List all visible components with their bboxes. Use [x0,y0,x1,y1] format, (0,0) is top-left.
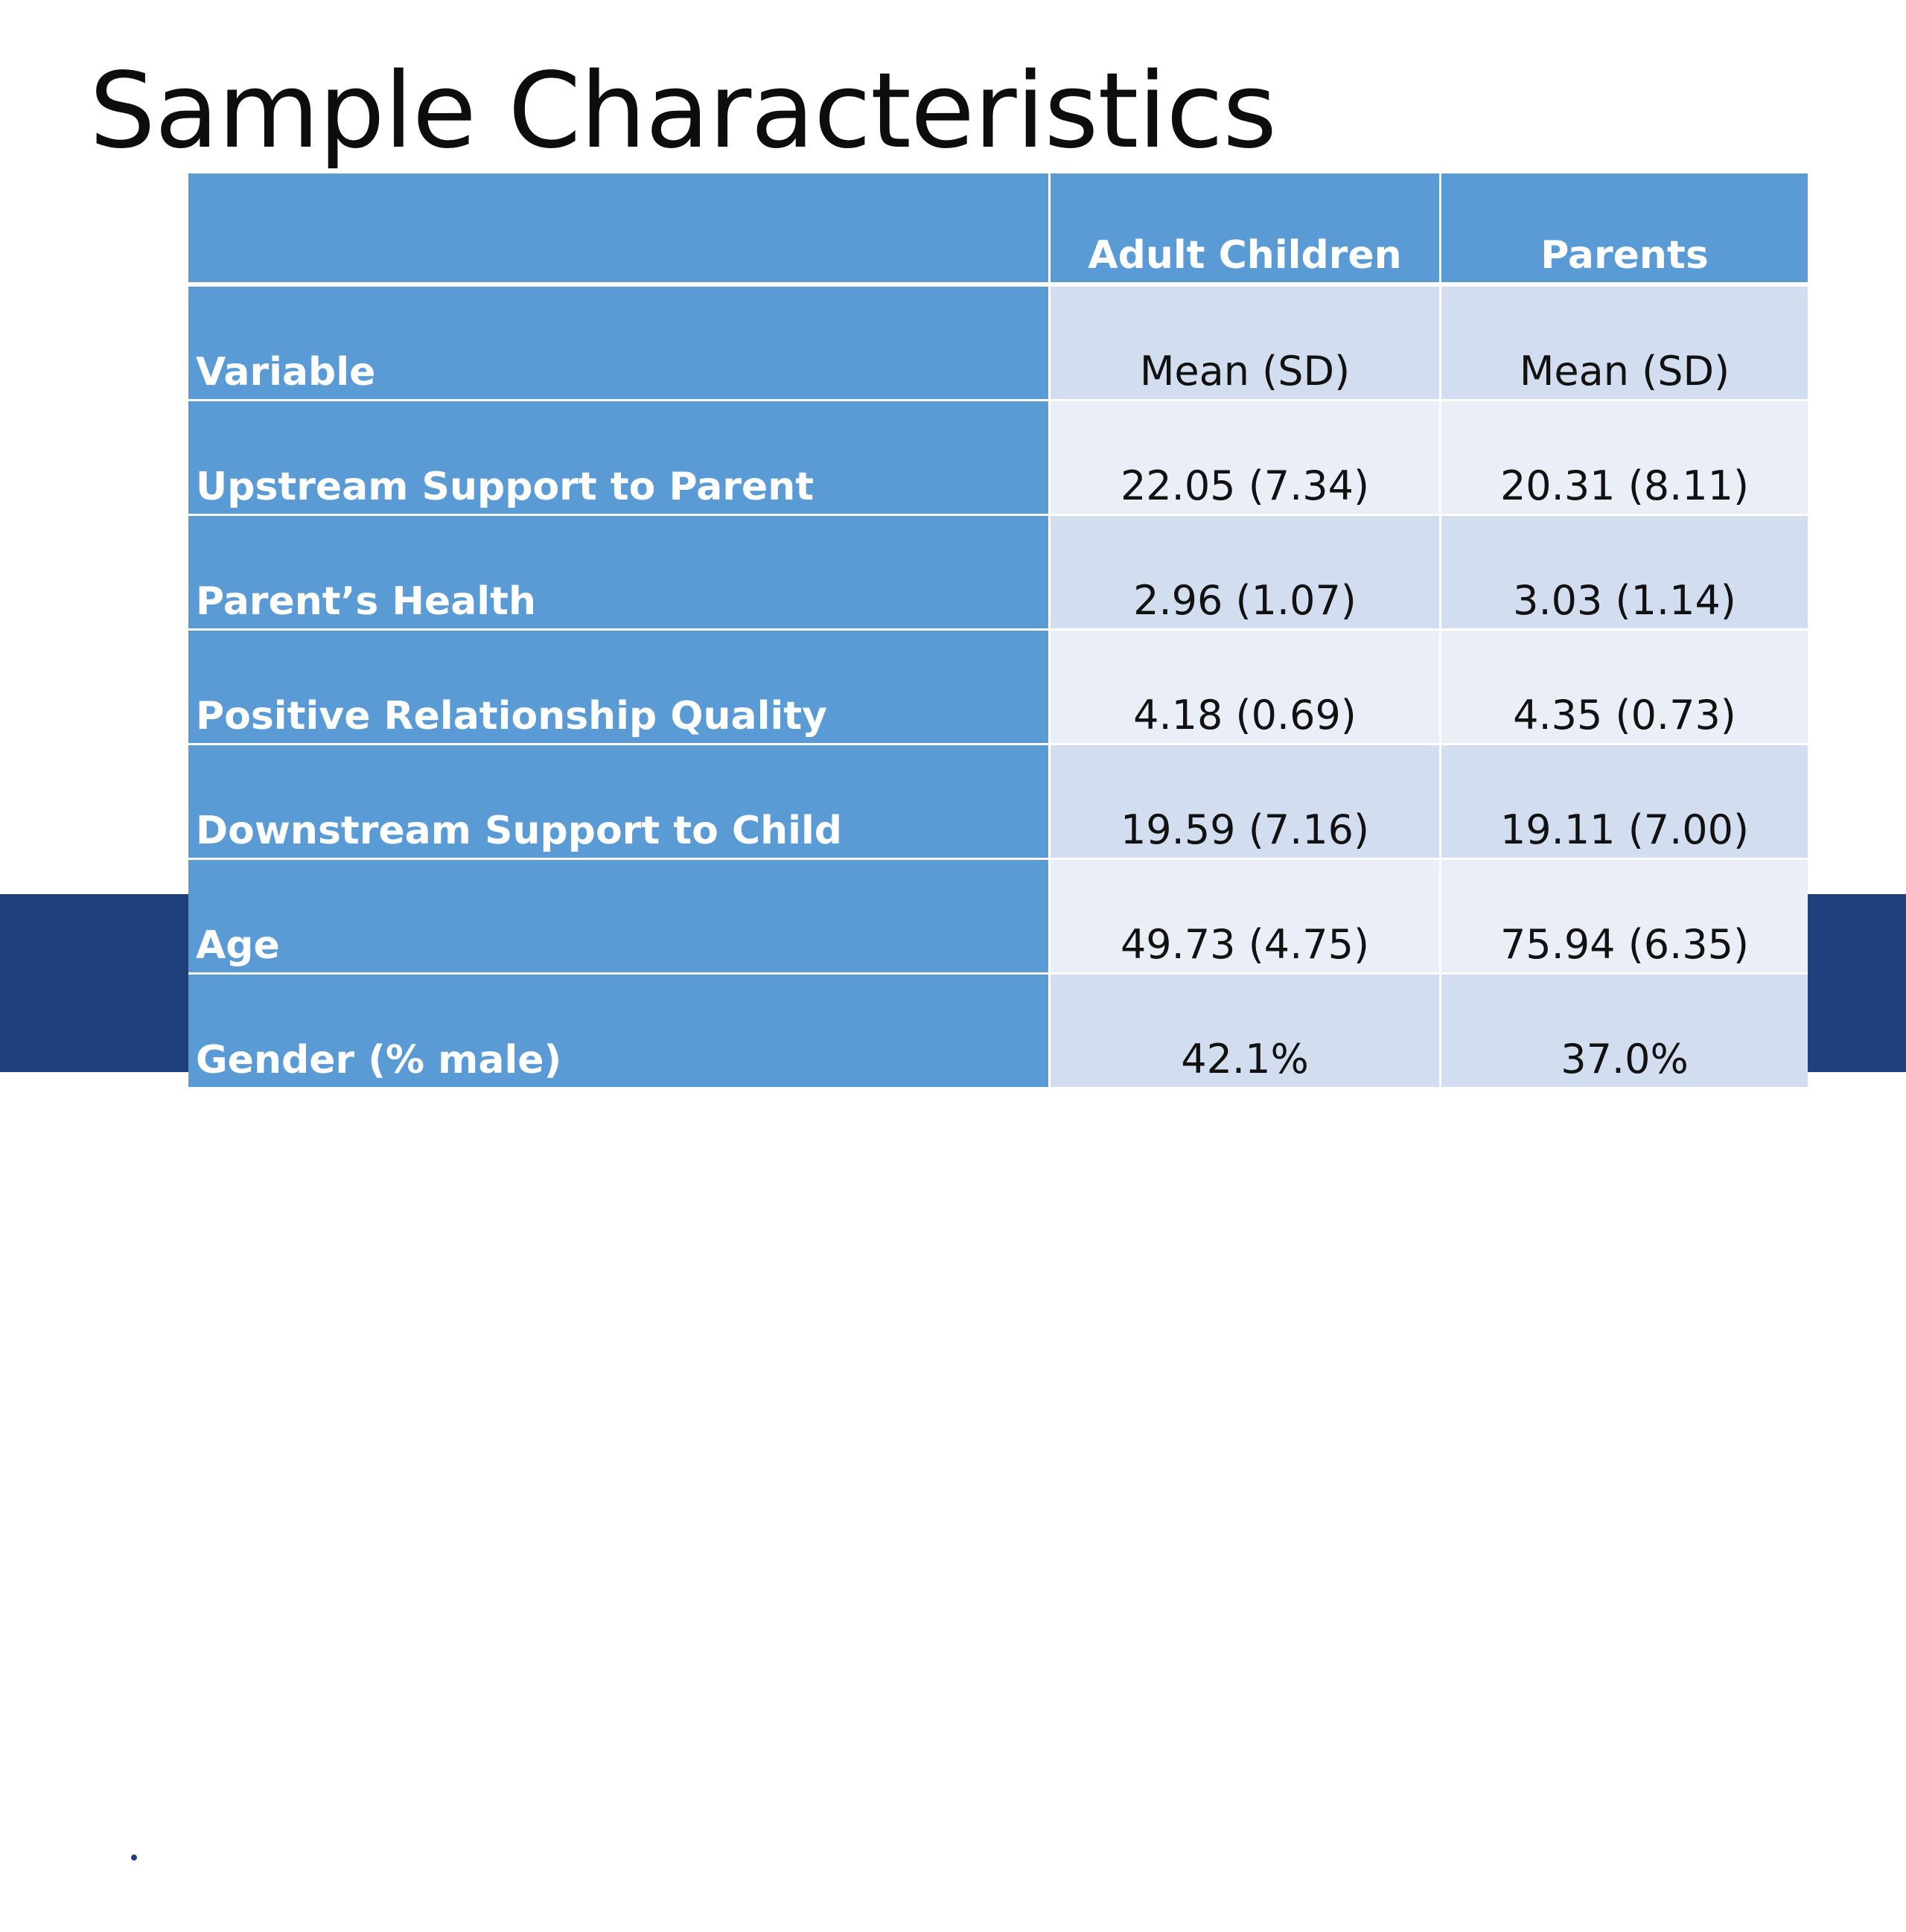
table-row: Variable Mean (SD) Mean (SD) [188,287,1808,401]
sample-characteristics-table: Adult Children Parents Variable Mean (SD… [188,173,1808,1089]
parents-value: 3.03 (1.14) [1441,516,1808,631]
footer-text-fragment: l [179,1896,186,1932]
adult-children-value: 19.59 (7.16) [1051,745,1441,860]
table-header-row: Adult Children Parents [188,173,1808,287]
footer-text-fragment: g [1802,1884,1821,1922]
adult-children-value: 4.18 (0.69) [1051,631,1441,745]
header-cell-adult-children: Adult Children [1051,173,1441,287]
adult-children-value: Mean (SD) [1051,287,1441,401]
parents-value: 75.94 (6.35) [1441,860,1808,975]
parents-value: 19.11 (7.00) [1441,745,1808,860]
header-cell-parents: Parents [1441,173,1808,287]
footer-text-fragment: 1 [179,1824,197,1861]
adult-children-value: 2.96 (1.07) [1051,516,1441,631]
footer-text-fragment: C [179,1860,203,1896]
shield-lion-logo-icon [80,1826,162,1907]
table-row: Downstream Support to Child 19.59 (7.16)… [188,745,1808,860]
row-label: Variable [188,287,1051,401]
table-row: Parent’s Health 2.96 (1.07) 3.03 (1.14) [188,516,1808,631]
adult-children-value: 49.73 (4.75) [1051,860,1441,975]
header-cell-blank [188,173,1051,287]
table-row: Positive Relationship Quality 4.18 (0.69… [188,631,1808,745]
parents-value: 4.35 (0.73) [1441,631,1808,745]
row-label: Age [188,860,1051,975]
parents-value: 37.0% [1441,975,1808,1089]
table-row: Upstream Support to Parent 22.05 (7.34) … [188,401,1808,516]
adult-children-value: 22.05 (7.34) [1051,401,1441,516]
parents-value: 20.31 (8.11) [1441,401,1808,516]
parents-value: Mean (SD) [1441,287,1808,401]
adult-children-value: 42.1% [1051,975,1441,1089]
row-label: Downstream Support to Child [188,745,1051,860]
row-label: Positive Relationship Quality [188,631,1051,745]
row-label: Upstream Support to Parent [188,401,1051,516]
table-row: Age 49.73 (4.75) 75.94 (6.35) [188,860,1808,975]
slide-title: Sample Characteristics [89,51,1277,172]
row-label: Parent’s Health [188,516,1051,631]
